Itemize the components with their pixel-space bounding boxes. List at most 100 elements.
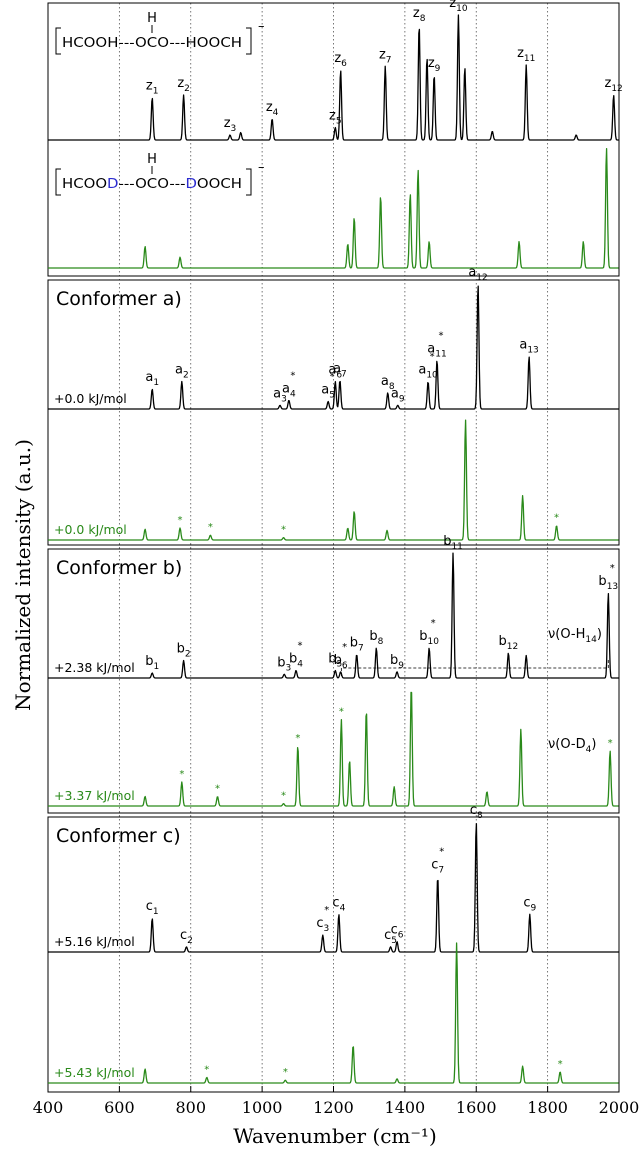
- spectrum-line: [47, 823, 619, 953]
- spectrum-line: [47, 285, 619, 410]
- peak-label: b8: [369, 629, 383, 647]
- peak-marker: *: [204, 1064, 209, 1075]
- peak: b12: [499, 634, 519, 652]
- molecule-formula: HCOO D---OCO--- DOOCH: [62, 177, 242, 192]
- peak-marker: *: [215, 783, 220, 794]
- y-axis-label: Normalized intensity (a.u.): [11, 439, 35, 711]
- peak-label: z3: [224, 116, 237, 134]
- peak: *: [208, 522, 213, 533]
- x-axis: 400 600 800 1000 1200 1400 1600 1800 2000: [33, 1086, 639, 1117]
- peak-label: z8: [413, 6, 426, 24]
- peak-label: b9: [390, 653, 404, 671]
- peak: *: [283, 1067, 288, 1078]
- series-D: * * *: [47, 942, 619, 1084]
- peak: a11*: [427, 330, 446, 359]
- peak: z10: [449, 0, 468, 14]
- peak: c7*: [431, 847, 444, 876]
- peak-label: c4: [332, 895, 345, 913]
- panel-frame: [47, 548, 620, 814]
- peak-marker: *: [439, 847, 444, 858]
- peak: z2: [177, 76, 190, 94]
- peak-label: a2: [175, 363, 189, 381]
- peak: z12: [605, 76, 623, 94]
- peak-marker: *: [208, 522, 213, 533]
- series-D: [47, 147, 619, 269]
- peak-label: a5: [321, 383, 335, 401]
- peak-label: a1: [145, 370, 159, 388]
- peak: c2: [180, 928, 193, 946]
- peak-label: b7: [350, 635, 364, 653]
- x-tick-label: 1400: [385, 1098, 426, 1117]
- series-D: * * * * * *: [47, 691, 619, 807]
- spectrum-line: [47, 691, 619, 807]
- shift-arrow: [340, 660, 609, 676]
- peak-label: z12: [605, 76, 623, 94]
- peak-marker: *: [290, 370, 295, 381]
- x-tick-label: 1800: [527, 1098, 568, 1117]
- panel-title: Conformer b): [56, 557, 182, 579]
- top-atom: H: [147, 152, 157, 167]
- peak-label: z6: [334, 51, 347, 69]
- x-tick-label: 400: [33, 1098, 64, 1117]
- panel-frame: [47, 279, 620, 546]
- peak-label: c7: [431, 858, 444, 876]
- peak: b8: [369, 629, 383, 647]
- peak-label: a13: [519, 338, 538, 356]
- bracket-right: [246, 168, 252, 196]
- peak-marker: *: [283, 1067, 288, 1078]
- peak-label: z10: [449, 0, 468, 14]
- energy-label: +0.0 kJ/mol: [54, 522, 127, 537]
- peak: *: [204, 1064, 209, 1075]
- peak-label: c1: [146, 899, 159, 917]
- peak-marker: *: [179, 769, 184, 780]
- x-axis-label: Wavenumber (cm⁻¹): [233, 1124, 437, 1148]
- x-tick-label: 1600: [456, 1098, 497, 1117]
- energy-label: +5.16 kJ/mol: [54, 934, 135, 949]
- spectrum-line: [47, 942, 619, 1084]
- peak: z8: [413, 6, 426, 24]
- peak-label: c2: [180, 928, 193, 946]
- peak: *: [281, 791, 286, 802]
- peak-label: b10: [419, 629, 439, 647]
- peak: b9: [390, 653, 404, 671]
- peak-label: z1: [146, 79, 159, 97]
- annotation-od: ν(O-D4): [548, 737, 596, 755]
- peak: b2: [177, 642, 191, 660]
- peak-marker: *: [339, 707, 344, 718]
- spectrum-line: [47, 419, 619, 541]
- peak: a9: [391, 386, 405, 404]
- peak: z9: [428, 56, 441, 74]
- bracket-left: [55, 168, 61, 196]
- energy-label: +2.38 kJ/mol: [54, 660, 135, 675]
- peak-label: z11: [517, 46, 535, 64]
- peak-marker: *: [430, 352, 435, 363]
- bracket-left: [55, 27, 61, 55]
- peak: c1: [146, 899, 159, 917]
- spectrum-line: [47, 14, 619, 141]
- peak-label: c9: [523, 895, 536, 913]
- charge: –: [258, 160, 265, 175]
- peak: *: [215, 783, 220, 794]
- molecule-2: – H HCOO D---OCO--- DOOCH: [55, 152, 265, 196]
- peak-marker: *: [178, 515, 183, 526]
- peak-marker: *: [298, 641, 303, 652]
- peak-label: b1: [145, 654, 159, 672]
- bracket-right: [246, 27, 252, 55]
- peak-label: z4: [266, 100, 279, 118]
- peak-marker: *: [554, 513, 559, 524]
- series-D: * * * *: [47, 419, 619, 541]
- top-atom: H: [147, 11, 157, 26]
- peak: c9: [523, 895, 536, 913]
- peak-marker: *: [342, 642, 347, 653]
- peak: *: [608, 738, 613, 749]
- peak: z1: [146, 79, 159, 97]
- peak: z11: [517, 46, 535, 64]
- peak-marker: *: [281, 525, 286, 536]
- peak: a1: [145, 370, 159, 388]
- spectrum-line: [47, 552, 619, 679]
- charge: –: [258, 19, 265, 34]
- spectrum-line: [47, 147, 619, 269]
